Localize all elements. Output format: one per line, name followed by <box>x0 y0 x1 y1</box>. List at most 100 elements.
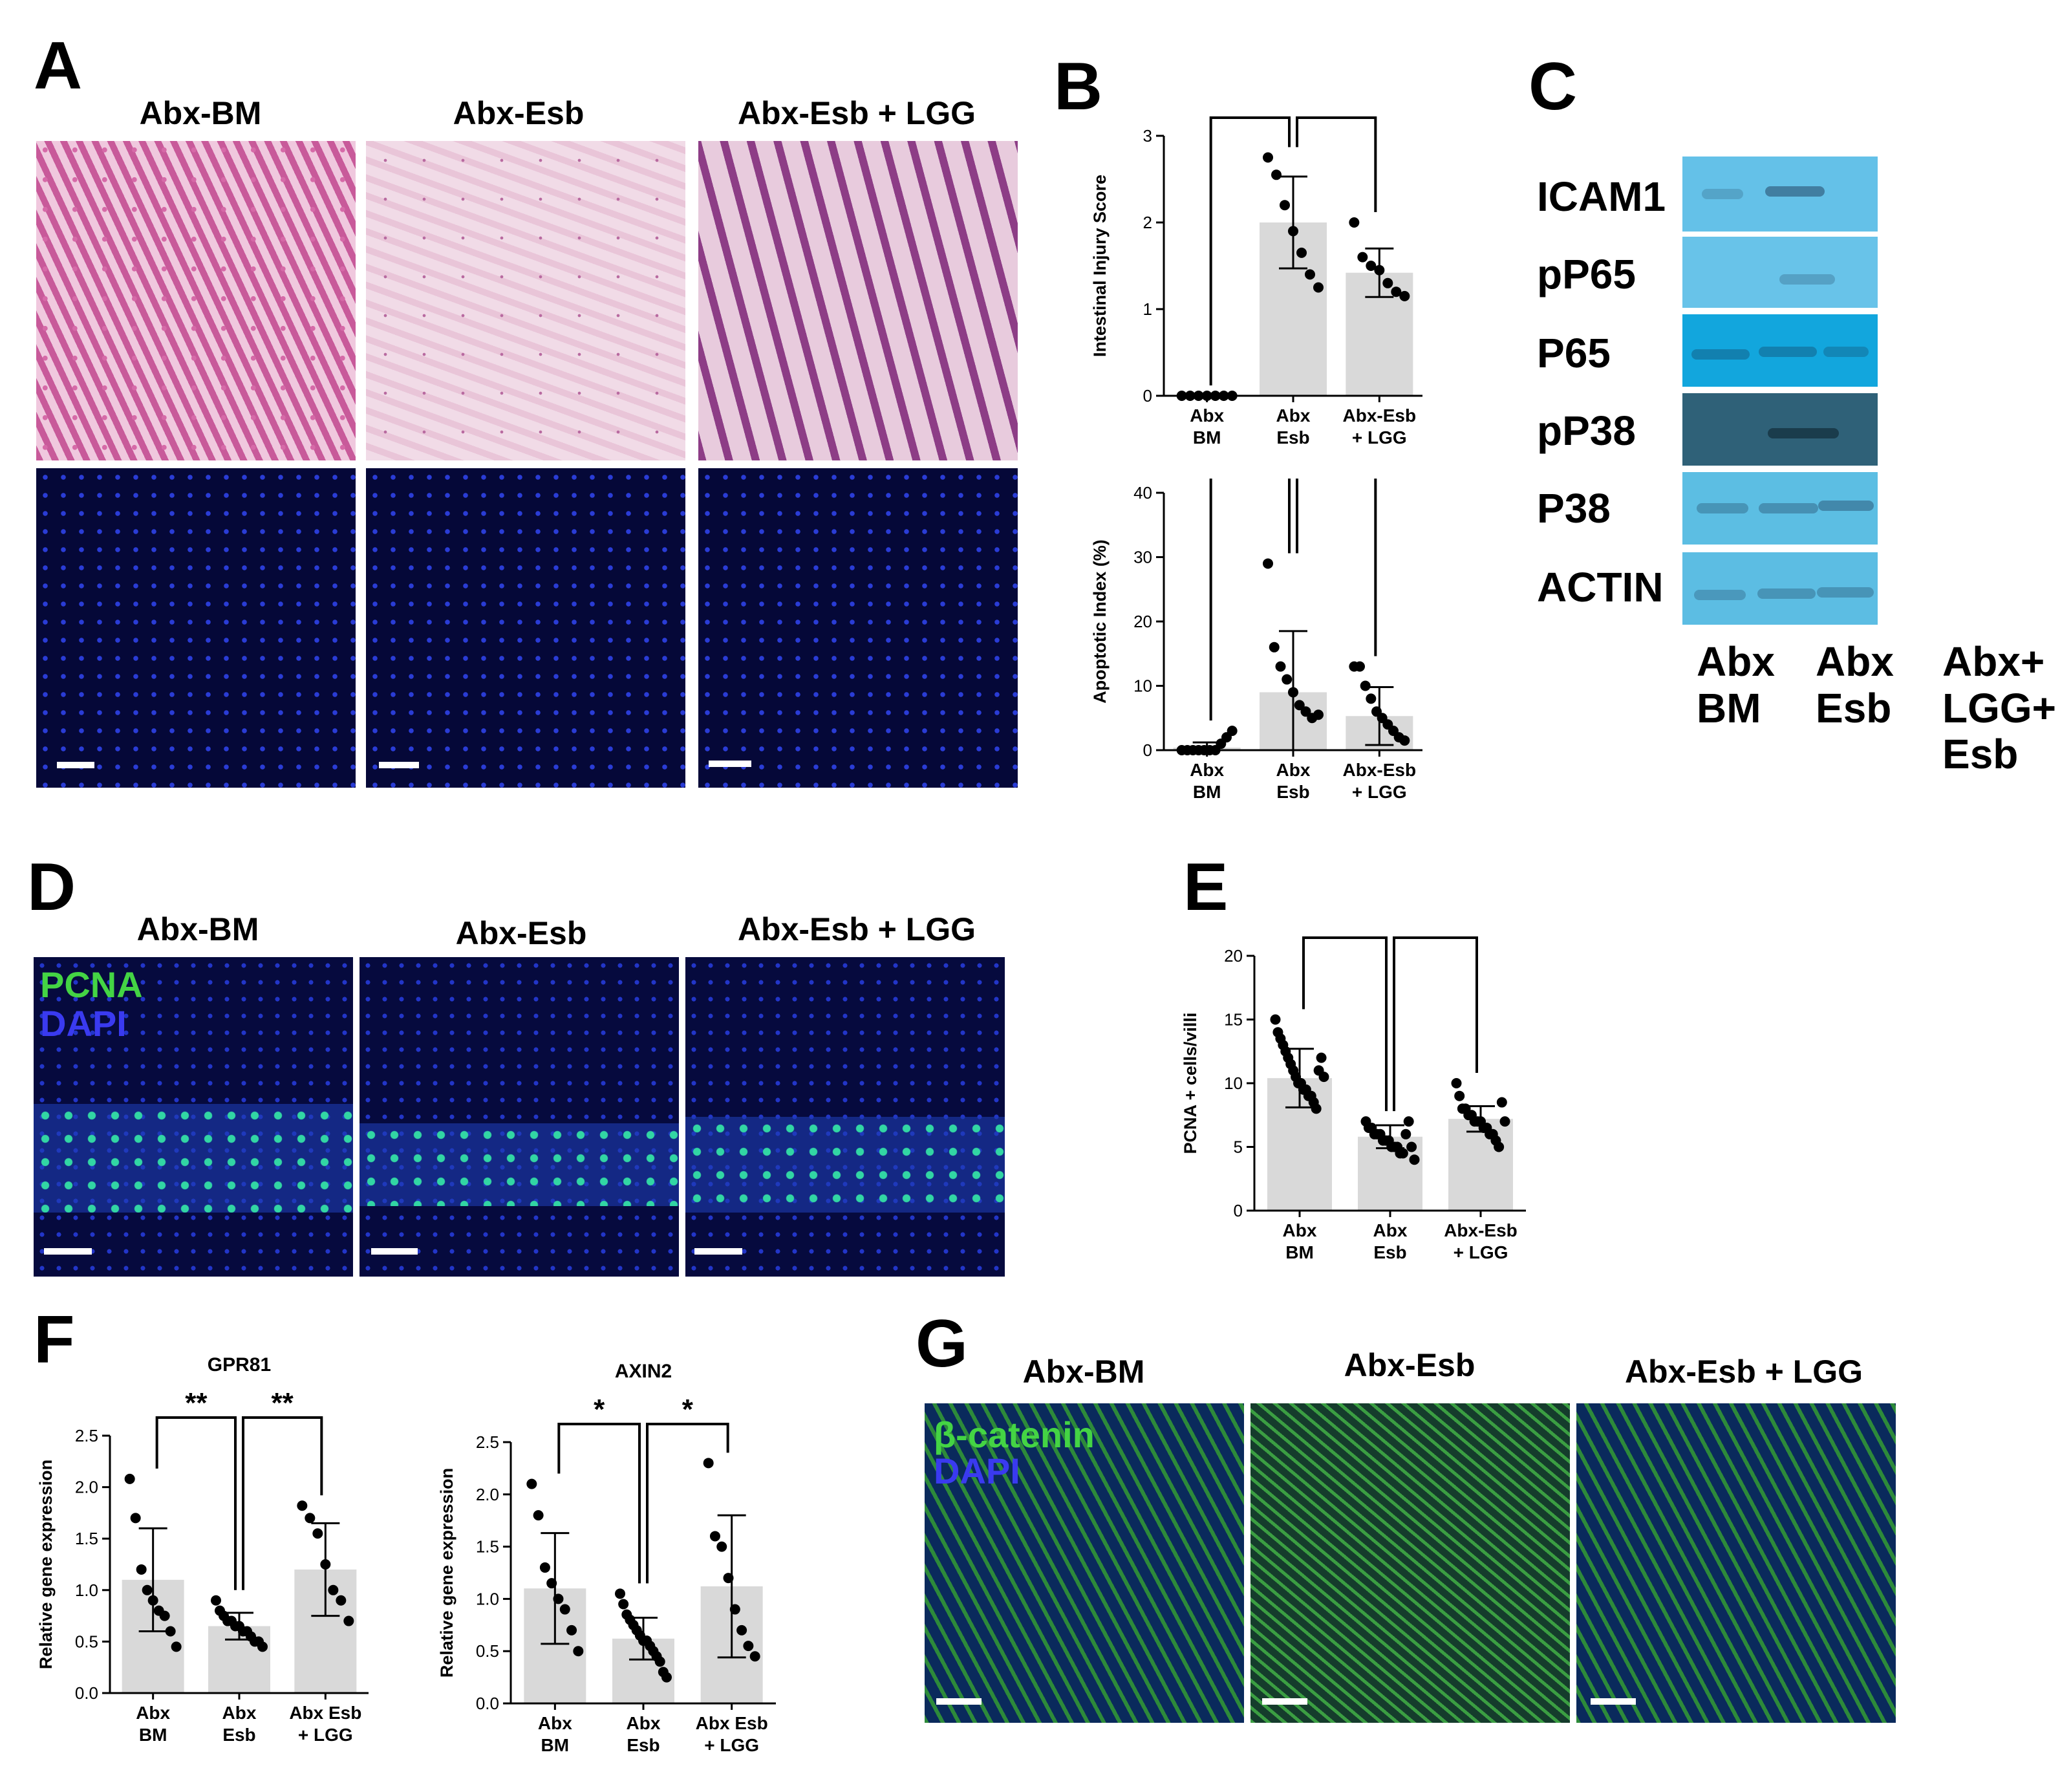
scale-bar <box>44 1248 92 1255</box>
data-point <box>1176 391 1187 401</box>
data-point <box>661 1672 672 1683</box>
y-tick-label: 20 <box>1224 946 1243 966</box>
y-tick-label: 10 <box>1224 1074 1243 1093</box>
panel-a-col-title-2: Abx-Esb <box>453 95 585 131</box>
scale-bar <box>57 762 94 768</box>
data-point <box>211 1595 221 1606</box>
wb-row-label-icam1: ICAM1 <box>1537 173 1666 220</box>
y-tick-label: 0.0 <box>476 1694 499 1713</box>
data-point <box>1227 391 1238 401</box>
data-point <box>1382 277 1393 288</box>
wb-blot-pp65 <box>1682 237 1878 308</box>
x-tick-label: Abx <box>1276 405 1311 426</box>
data-point <box>305 1513 316 1524</box>
panel-label-e: E <box>1183 850 1229 925</box>
he-image-abx-bm <box>36 141 356 460</box>
significance-label: * <box>594 1394 605 1425</box>
data-point <box>1499 1116 1510 1127</box>
y-axis-label: Relative gene expression <box>36 1460 56 1669</box>
he-image-abx-esb-lgg <box>698 141 1018 460</box>
scale-bar <box>379 762 419 768</box>
data-point <box>124 1473 135 1484</box>
panel-label-d: D <box>27 850 76 925</box>
chart-injury-score: Intestinal Injury Score0123AbxBMAbxEsbAb… <box>1090 116 1422 448</box>
x-tick-label: Esb <box>627 1735 660 1755</box>
y-tick-label: 1.0 <box>476 1589 499 1608</box>
data-point <box>1280 200 1290 211</box>
x-tick-label: BM <box>541 1735 570 1755</box>
data-point <box>165 1626 176 1637</box>
stain-label-dapi: DAPI <box>934 1451 1020 1491</box>
y-tick-label: 1.0 <box>75 1581 98 1600</box>
data-point <box>1366 261 1377 271</box>
data-point <box>1496 1097 1507 1108</box>
x-tick-label: Abx <box>627 1713 661 1733</box>
significance-label: **** <box>1323 931 1368 939</box>
panel-g-col-title-2: Abx-Esb <box>1344 1347 1475 1383</box>
chart-axin2: AXIN2 Relative gene expression 0.0 0.5 1.0 1.… <box>437 1361 776 1755</box>
chart-title: GPR81 <box>208 1354 271 1376</box>
significance-bracket <box>1393 936 1478 1112</box>
significance-label: ** <box>185 1387 208 1419</box>
y-tick-label: 2.0 <box>75 1478 98 1497</box>
panel-g-col-title-1: Abx-BM <box>1022 1354 1145 1390</box>
data-point <box>743 1641 754 1652</box>
data-point <box>1355 661 1365 672</box>
data-point <box>709 1531 720 1542</box>
data-point <box>654 1656 665 1667</box>
y-tick-label: 1 <box>1143 299 1152 319</box>
y-tick-label: 0 <box>1234 1201 1243 1220</box>
y-tick-label: 15 <box>1224 1010 1243 1030</box>
panel-d-col-title-2: Abx-Esb <box>455 915 587 951</box>
data-point <box>159 1610 170 1621</box>
wb-row-label-pp38: pP38 <box>1537 407 1636 454</box>
pcna-image-abx-bm: PCNA DAPI <box>34 957 353 1277</box>
significance-bracket <box>242 1416 323 1590</box>
x-tick-label: Abx-Esb <box>1343 760 1417 780</box>
x-tick-label: Abx <box>1373 1220 1408 1240</box>
y-tick-label: 0 <box>1143 740 1152 760</box>
x-tick-label: Abx <box>136 1703 170 1723</box>
data-point <box>1409 1154 1420 1165</box>
significance-bracket <box>1209 479 1291 721</box>
data-point <box>136 1564 147 1575</box>
data-point <box>343 1615 354 1626</box>
scale-bar <box>1591 1698 1636 1705</box>
data-point <box>336 1595 347 1606</box>
data-point <box>1399 735 1410 746</box>
panel-d-col-title-1: Abx-BM <box>136 911 259 947</box>
significance-label: ** <box>272 1387 294 1419</box>
x-tick-label: BM <box>1193 427 1221 448</box>
y-tick-label: 1.5 <box>476 1537 499 1557</box>
data-point <box>1218 391 1229 401</box>
data-point <box>1399 290 1410 301</box>
data-point <box>1360 680 1371 691</box>
data-point <box>1313 282 1324 293</box>
he-image-abx-esb <box>366 141 685 460</box>
data-point <box>312 1528 323 1539</box>
significance-bracket <box>1296 479 1377 656</box>
x-tick-label: Esb <box>222 1725 255 1745</box>
panel-g-col-title-3: Abx-Esb + LGG <box>1624 1354 1863 1390</box>
data-point <box>1300 706 1311 717</box>
significance-bracket <box>1296 116 1377 212</box>
data-point <box>1451 1078 1462 1088</box>
stain-label-dapi: DAPI <box>40 1003 127 1044</box>
y-tick-label: 1.5 <box>75 1529 98 1548</box>
x-tick-label: + LGG <box>704 1735 759 1755</box>
data-point <box>297 1500 308 1511</box>
panel-label-b: B <box>1054 49 1103 124</box>
wb-blot-pp38 <box>1682 393 1878 466</box>
y-tick-label: 0.5 <box>75 1632 98 1651</box>
wb-blot-actin <box>1682 552 1878 625</box>
x-tick-label: Abx Esb <box>289 1703 361 1723</box>
stain-label-bcatenin: β-catenin <box>934 1414 1095 1455</box>
data-point <box>615 1588 625 1599</box>
data-point <box>1311 1103 1322 1114</box>
tunel-image-abx-esb-lgg <box>698 468 1018 788</box>
data-point <box>1271 169 1282 180</box>
chart-gpr81: GPR81 Relative gene expression 0.0 0.5 1.0 1.… <box>36 1354 369 1745</box>
x-tick-label: Abx <box>1276 760 1311 780</box>
data-point <box>1282 674 1293 685</box>
significance-label: * <box>1331 116 1342 119</box>
